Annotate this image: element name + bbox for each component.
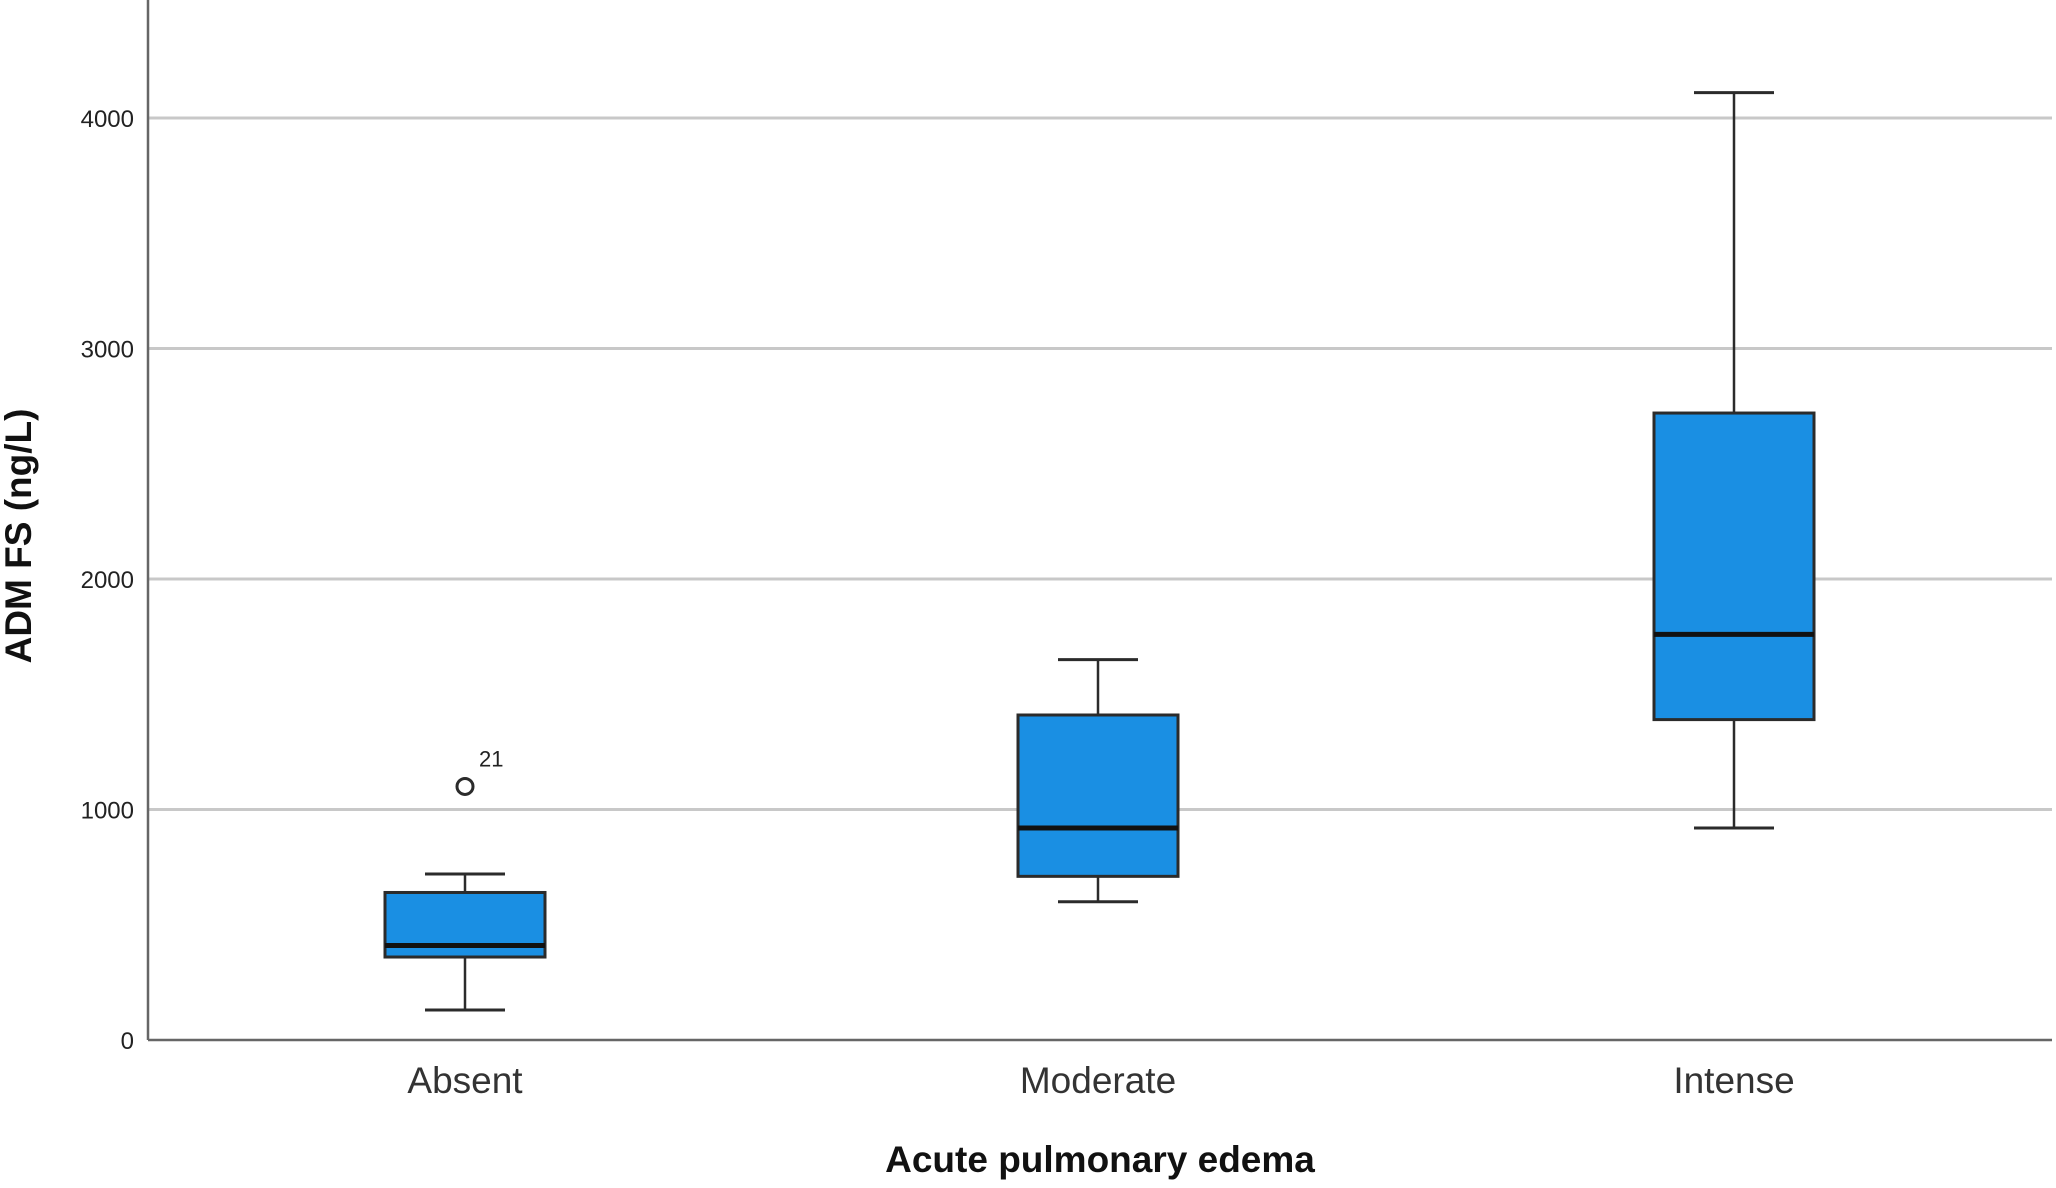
- boxes-layer: [383, 91, 1816, 1012]
- y-tick-label-1000: 1000: [81, 798, 134, 825]
- box-intense: [1652, 91, 1816, 830]
- x-axis-title: Acute pulmonary edema: [885, 1139, 1315, 1180]
- x-tick-label-absent: Absent: [407, 1060, 523, 1101]
- y-tick-label-0: 0: [121, 1028, 134, 1055]
- y-tick-label-4000: 4000: [81, 106, 134, 133]
- labels-layer: 0 1000 2000 3000 4000 Absent Moderate Intense 21: [81, 106, 1795, 1101]
- axes-layer: [146, 0, 2052, 1042]
- outlier-label-21: 21: [479, 746, 503, 771]
- y-tick-label-3000: 3000: [81, 337, 134, 364]
- y-tick-label-2000: 2000: [81, 567, 134, 594]
- x-tick-label-moderate: Moderate: [1020, 1060, 1176, 1101]
- iqr-box-intense: [1652, 411, 1816, 722]
- iqr-box-moderate: [1016, 713, 1180, 878]
- x-tick-label-intense: Intense: [1673, 1060, 1794, 1101]
- box-absent: [383, 872, 547, 1012]
- outlier-point-21: [455, 776, 475, 796]
- y-axis-title: ADM FS (ng/L): [0, 409, 39, 664]
- box-moderate: [1016, 658, 1180, 904]
